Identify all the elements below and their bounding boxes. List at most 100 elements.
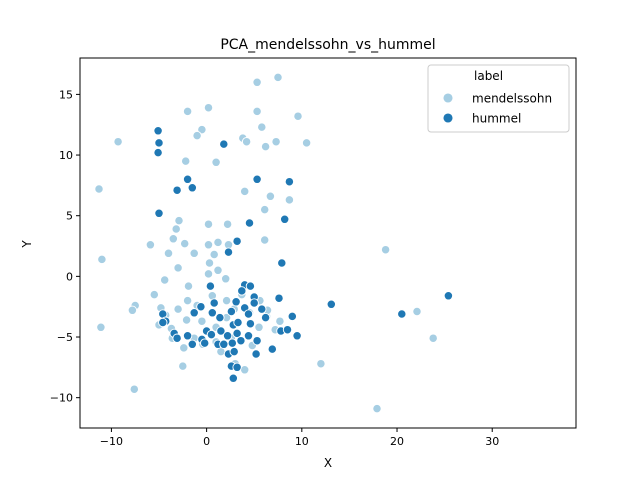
x-tick-label: 0 <box>203 435 210 448</box>
point-hummel <box>243 309 254 319</box>
point-mendelssohn <box>197 124 207 135</box>
point-mendelssohn <box>203 219 214 229</box>
point-hummel <box>443 291 454 301</box>
point-hummel <box>182 174 193 184</box>
point-mendelssohn <box>129 384 139 394</box>
point-mendelssohn <box>94 184 104 194</box>
point-mendelssohn <box>273 72 283 83</box>
x-tick-label: 10 <box>295 435 309 448</box>
point-hummel <box>172 333 182 343</box>
point-mendelssohn <box>97 254 107 265</box>
point-hummel <box>292 331 302 341</box>
point-hummel <box>153 147 163 158</box>
point-hummel <box>182 331 193 341</box>
point-hummel <box>222 331 233 341</box>
point-hummel <box>187 183 197 193</box>
point-hummel <box>236 336 246 346</box>
point-hummel <box>282 325 293 335</box>
point-hummel <box>245 319 256 329</box>
legend-title: label <box>474 69 503 83</box>
point-hummel <box>172 185 182 195</box>
point-hummel <box>249 298 259 308</box>
point-mendelssohn <box>173 263 183 273</box>
point-hummel <box>189 308 199 318</box>
point-mendelssohn <box>271 137 281 147</box>
point-mendelssohn <box>168 234 178 244</box>
point-mendelssohn <box>213 237 223 248</box>
point-hummel <box>232 328 242 339</box>
point-mendelssohn <box>260 204 270 215</box>
point-hummel <box>196 302 206 312</box>
point-mendelssohn <box>179 343 189 353</box>
point-mendelssohn <box>260 141 271 152</box>
point-mendelssohn <box>203 269 214 279</box>
point-mendelssohn <box>293 111 303 121</box>
legend-box <box>427 64 570 133</box>
legend-label-mendelssohn: mendelssohn <box>472 92 552 106</box>
point-hummel <box>228 373 238 383</box>
point-hummel <box>232 236 242 246</box>
point-mendelssohn <box>182 295 193 306</box>
point-mendelssohn <box>240 365 250 375</box>
point-mendelssohn <box>203 103 214 113</box>
point-hummel <box>251 349 261 359</box>
point-mendelssohn <box>211 157 221 167</box>
point-mendelssohn <box>240 186 250 197</box>
point-mendelssohn <box>204 258 215 268</box>
point-hummel <box>209 298 219 308</box>
point-hummel <box>153 126 163 136</box>
point-mendelssohn <box>260 235 270 245</box>
point-mendelssohn <box>265 191 276 201</box>
point-hummel <box>187 339 197 349</box>
point-hummel <box>287 311 297 322</box>
point-mendelssohn <box>181 156 191 166</box>
point-hummel <box>284 177 295 187</box>
point-mendelssohn <box>380 245 391 255</box>
legend-marker-hummel <box>442 112 454 124</box>
point-mendelssohn <box>197 316 207 326</box>
y-tick-label: 10 <box>59 149 73 162</box>
x-axis: −10 0 10 20 30 <box>100 428 499 448</box>
point-mendelssohn <box>372 403 382 414</box>
point-mendelssohn <box>209 249 219 260</box>
point-hummel <box>397 309 407 319</box>
point-hummel <box>277 258 287 268</box>
point-hummel <box>223 247 234 257</box>
point-hummel <box>206 329 217 340</box>
point-hummel <box>245 281 256 291</box>
y-tick-label: 5 <box>66 210 73 223</box>
point-mendelssohn <box>96 322 106 332</box>
point-mendelssohn <box>301 138 312 148</box>
point-mendelssohn <box>113 137 123 147</box>
point-mendelssohn <box>428 333 438 343</box>
point-hummel <box>243 331 254 341</box>
point-mendelssohn <box>257 122 267 132</box>
x-tick-label: 30 <box>485 435 499 448</box>
point-mendelssohn <box>252 106 262 117</box>
point-mendelssohn <box>181 315 192 325</box>
point-hummel <box>280 214 290 224</box>
point-mendelssohn <box>241 137 252 147</box>
point-hummel <box>229 346 239 357</box>
point-hummel <box>233 317 243 328</box>
point-hummel <box>227 338 237 348</box>
point-hummel <box>237 286 247 296</box>
y-tick-label: 0 <box>66 270 73 283</box>
point-hummel <box>226 306 237 317</box>
point-mendelssohn <box>254 322 264 332</box>
point-hummel <box>200 338 210 348</box>
point-mendelssohn <box>173 304 183 314</box>
point-hummel <box>231 297 241 307</box>
point-hummel <box>154 208 164 218</box>
point-mendelssohn <box>149 289 159 300</box>
y-tick-label: 15 <box>59 88 73 101</box>
plot-points <box>94 72 454 414</box>
point-hummel <box>232 362 242 372</box>
legend-marker-mendelssohn <box>442 92 454 104</box>
point-mendelssohn <box>221 295 232 306</box>
point-mendelssohn <box>221 274 231 284</box>
point-mendelssohn <box>183 281 194 291</box>
point-mendelssohn <box>127 305 138 315</box>
